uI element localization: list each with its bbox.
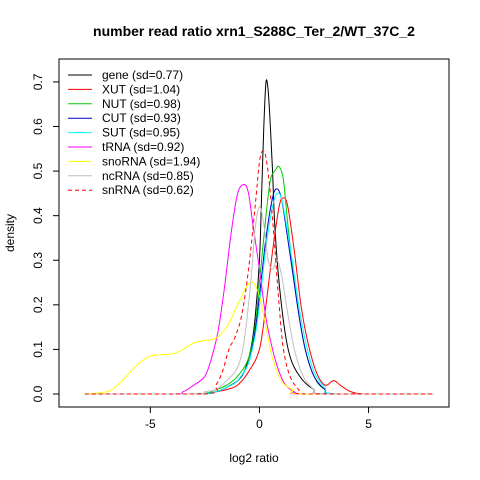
y-tick-label: 0.5	[31, 162, 45, 179]
x-tick-label: 5	[365, 417, 372, 431]
legend-label-8: snRNA (sd=0.62)	[102, 183, 194, 197]
x-axis-label: log2 ratio	[229, 451, 279, 465]
series-layer	[84, 79, 434, 395]
y-tick-label: 0.0	[31, 385, 45, 402]
y-tick-label: 0.6	[31, 118, 45, 135]
series-line-8	[84, 150, 434, 395]
y-tick-label: 0.7	[31, 73, 45, 90]
legend-label-6: snoRNA (sd=1.94)	[102, 154, 200, 168]
legend-label-4: SUT (sd=0.95)	[102, 126, 180, 140]
legend-label-0: gene (sd=0.77)	[102, 68, 183, 82]
y-tick-label: 0.2	[31, 296, 45, 313]
axis-layer: -5 0 5 0.0 0.1 0.2 0.3 0.4 0.5 0.6 0.7	[31, 73, 372, 431]
series-line-2	[84, 165, 434, 395]
series-line-7	[84, 206, 434, 395]
legend: gene (sd=0.77)XUT (sd=1.04)NUT (sd=0.98)…	[68, 68, 200, 197]
legend-label-3: CUT (sd=0.93)	[102, 111, 181, 125]
legend-label-2: NUT (sd=0.98)	[102, 97, 181, 111]
legend-label-7: ncRNA (sd=0.85)	[102, 169, 194, 183]
y-axis-label: density	[3, 214, 17, 252]
y-tick-label: 0.1	[31, 341, 45, 358]
legend-label-5: tRNA (sd=0.92)	[102, 140, 184, 154]
x-tick-label: -5	[145, 417, 156, 431]
series-line-5	[84, 183, 434, 395]
series-line-6	[84, 281, 434, 395]
y-tick-label: 0.3	[31, 252, 45, 269]
series-line-4	[84, 192, 434, 395]
legend-label-1: XUT (sd=1.04)	[102, 82, 180, 96]
chart-title: number read ratio xrn1_S288C_Ter_2/WT_37…	[93, 23, 415, 39]
x-tick-label: 0	[256, 417, 263, 431]
series-line-3	[84, 188, 434, 395]
y-tick-label: 0.4	[31, 207, 45, 224]
